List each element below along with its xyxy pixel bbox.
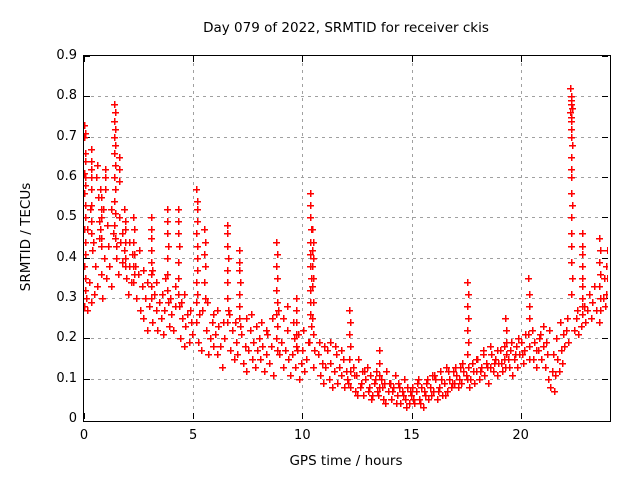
y-tick-label: 0.7	[56, 128, 77, 144]
x-tick-label: 20	[512, 428, 529, 443]
plot-area	[83, 55, 611, 422]
y-tick-label: 0.1	[56, 370, 77, 386]
y-tick-label: 0.4	[56, 249, 77, 265]
scatter-data-points	[84, 85, 608, 411]
y-tick-label: 0.9	[56, 48, 77, 63]
y-tick-label: 0.5	[56, 209, 77, 225]
grid-lines	[84, 56, 608, 419]
y-tick-label: 0	[68, 411, 77, 426]
chart-title: Day 079 of 2022, SRMTID for receiver cki…	[203, 20, 489, 36]
y-axis-title: SRMTID / TECUs	[18, 182, 34, 292]
y-tick-label: 0.3	[56, 290, 77, 305]
x-tick-label: 5	[189, 428, 198, 443]
x-axis-title: GPS time / hours	[289, 453, 403, 469]
y-tick-label: 0.2	[56, 330, 77, 346]
x-tick-label: 15	[403, 428, 420, 443]
axis-tick-marks	[84, 56, 608, 419]
y-tick-label: 0.8	[56, 88, 77, 104]
x-tick-label: 10	[294, 428, 311, 443]
plot-canvas	[84, 56, 608, 419]
x-tick-label: 0	[79, 428, 89, 443]
y-tick-label: 0.6	[56, 169, 77, 184]
